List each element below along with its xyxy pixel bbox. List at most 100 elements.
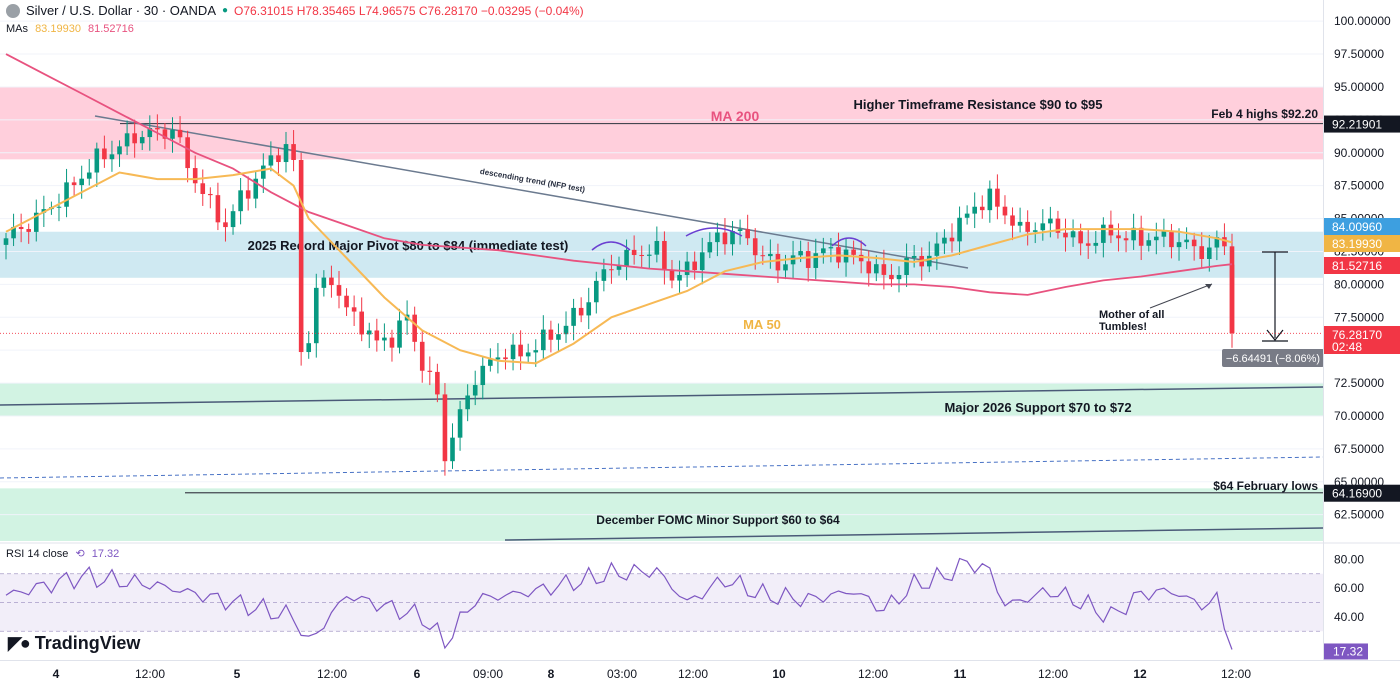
candle [995,174,1000,220]
candle-body [1131,227,1136,241]
candle-body [139,137,145,144]
candle [624,239,629,281]
candle-body [616,265,622,270]
time-tick-label: 12 [1133,667,1147,681]
zone-label-1: 2025 Record Major Pivot $80 to $84 (imme… [248,238,569,253]
candle-body [109,154,115,160]
candle [1017,207,1023,233]
candle-body [525,352,531,357]
symbol-title[interactable]: Silver / U.S. Dollar · 30 · OANDA [26,3,216,18]
candle-body [904,257,909,275]
silver-symbol-icon [6,3,20,18]
candle-body [359,311,364,335]
candle [669,259,675,289]
candle-body [336,285,342,296]
candle [64,168,69,218]
status-dots: ● [222,5,229,16]
candle [609,254,614,284]
candle [1063,218,1068,252]
candle-body [298,159,304,353]
candle-body [1025,221,1030,232]
price-tag-bg [1324,235,1400,252]
mas-legend[interactable]: MAs 83.19930 81.52716 [6,23,134,35]
candle-body [465,395,470,410]
candle [1161,218,1167,248]
candle [397,308,402,354]
candle [102,135,107,168]
candle-body [798,251,803,256]
tumble-arrow-line [1149,283,1213,309]
candle-body [790,255,796,265]
tradingview-logo[interactable]: ◤● TradingView [8,633,140,654]
candle-body [11,226,16,239]
candle-body [926,255,932,267]
candle-body [64,182,69,207]
measure-label: −6.64491 (−8.06%) [1226,353,1320,365]
candle [1206,235,1212,272]
top-arc-2 [831,237,867,247]
candle [1146,233,1152,252]
candle [261,153,266,193]
level-feb-lows-label: $64 February lows [1213,479,1318,493]
rsi-settings-icon[interactable]: ⟲ [75,548,85,560]
tradingview-logo-icon: ◤● [8,633,31,653]
candle-body [586,302,592,316]
tumble-arrow-head [1205,284,1212,289]
candle [926,241,932,273]
candle [964,205,970,225]
candle-body [1199,246,1205,259]
candle [541,315,546,359]
candle-body [33,212,39,232]
candle-body [934,243,940,256]
candle-body [578,307,584,316]
candle [874,255,879,282]
price-tick-label: 72.50000 [1334,376,1384,390]
candle [1184,227,1189,249]
candle [291,130,296,172]
candle-body [813,253,819,268]
price-tag-bg [1324,326,1400,354]
candle [646,244,652,269]
candle-body [979,206,985,211]
candle-body [593,280,599,303]
candle-body [737,229,743,231]
candle-body [382,337,387,341]
candle-body [1116,235,1121,239]
candle [177,116,183,144]
candle-body [488,359,493,366]
candle-body [858,254,864,262]
candle [556,323,561,353]
zone-label-2: Major 2026 Support $70 to $72 [944,400,1131,415]
zone-label-0: Higher Timeframe Resistance $90 to $95 [853,97,1102,112]
candle-body [828,247,834,249]
candle [1025,210,1030,246]
tumble-label-line2: Tumbles! [1099,321,1147,333]
candle-body [942,237,947,244]
measure-label-bg [1222,349,1324,367]
candle-body [563,325,569,335]
candle [283,131,289,173]
candle-body [177,129,183,138]
candle-body [654,240,660,255]
candle [313,273,319,358]
candle-body [1010,215,1015,226]
candle-body [1002,206,1008,216]
candle-body [3,238,9,245]
candle-body [170,129,175,139]
candle-body [230,211,236,228]
rsi-legend[interactable]: RSI 14 close ⟲ 17.32 [6,547,119,560]
candle [465,384,470,422]
time-tick-label: 12:00 [1038,667,1068,681]
candle [904,243,909,287]
candle-body [155,128,160,130]
rsi-label: RSI 14 close [6,548,69,560]
candle-body [1048,218,1053,224]
candle-body [503,357,508,360]
rsi-tick-label: 40.00 [1334,610,1364,624]
candle [1169,223,1174,259]
candle [949,223,955,253]
candle-body [1154,236,1159,241]
candle-body [949,237,955,242]
candle-body [442,394,448,462]
